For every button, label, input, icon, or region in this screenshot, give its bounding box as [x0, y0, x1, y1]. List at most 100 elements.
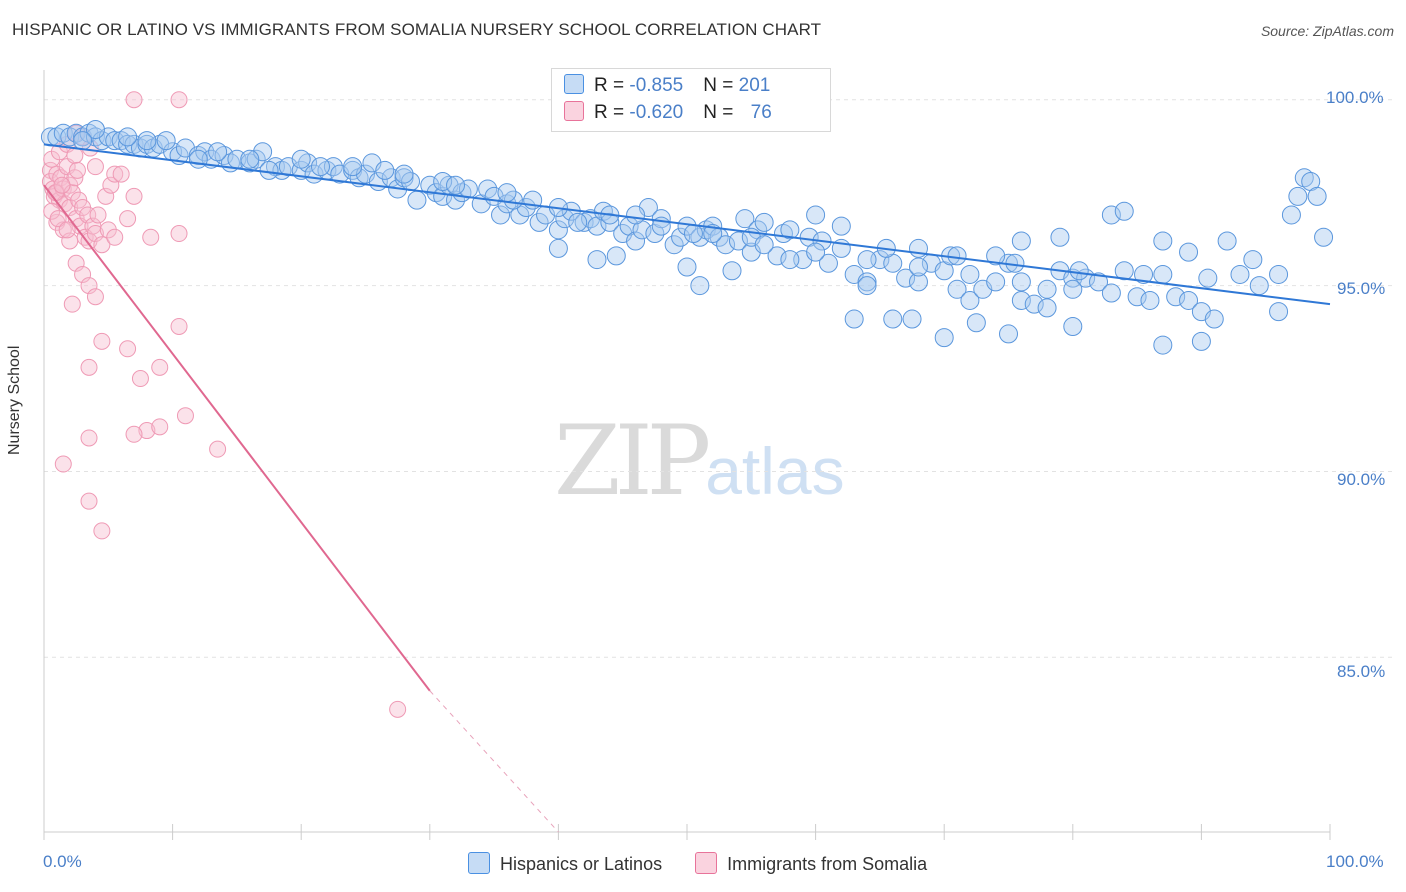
- hispanic-point: [626, 205, 646, 225]
- somalia-point: [67, 124, 85, 142]
- hispanic-point: [497, 183, 517, 203]
- somalia-point: [106, 165, 124, 183]
- hispanic-point: [1140, 290, 1160, 310]
- hispanic-point: [857, 276, 877, 296]
- stats-row-somalia: R = -0.620 N = 76: [564, 100, 772, 126]
- axes: [43, 70, 1331, 840]
- hispanic-point: [548, 238, 568, 258]
- legend-item-somalia[interactable]: Immigrants from Somalia: [695, 852, 927, 875]
- hispanic-point: [85, 119, 105, 139]
- hispanic-point: [343, 157, 363, 177]
- somalia-point: [79, 206, 97, 224]
- hispanic-point: [844, 309, 864, 329]
- hispanic-point: [240, 149, 260, 169]
- hispanic-point: [966, 313, 986, 333]
- hispanic-point: [1037, 298, 1057, 318]
- hispanic-point: [1204, 309, 1224, 329]
- hispanic-point: [503, 190, 523, 210]
- r-label: R =: [594, 75, 630, 96]
- r-value: -0.855: [629, 75, 684, 96]
- somalia-point: [125, 425, 143, 443]
- n-label: N =: [703, 102, 739, 123]
- hispanic-point: [716, 235, 736, 255]
- hispanic-point: [246, 149, 266, 169]
- somalia-trend-line: [43, 184, 431, 692]
- hispanic-point: [1179, 290, 1199, 310]
- hispanic-point: [433, 186, 453, 206]
- somalia-trend-extension: [429, 690, 559, 833]
- hispanic-point: [1307, 186, 1327, 206]
- legend-label-hispanic: Hispanics or Latinos: [500, 854, 663, 874]
- hispanic-point: [375, 160, 395, 180]
- n-value: 201: [738, 75, 771, 96]
- hispanic-point: [651, 209, 671, 229]
- hispanic-point: [105, 131, 125, 151]
- hispanic-point: [754, 212, 774, 232]
- hispanic-point: [478, 179, 498, 199]
- legend: Hispanics or Latinos Immigrants from Som…: [468, 852, 955, 875]
- hispanic-point: [606, 246, 626, 266]
- legend-label-somalia: Immigrants from Somalia: [727, 854, 928, 874]
- hispanic-point: [677, 257, 697, 277]
- y-axis-label: Nursery School: [6, 345, 23, 455]
- hispanic-point: [703, 224, 723, 244]
- hispanic-point: [1314, 227, 1334, 247]
- hispanic-point: [407, 190, 427, 210]
- hispanic-point: [722, 261, 742, 281]
- hispanic-point: [548, 220, 568, 240]
- somalia-point: [125, 187, 143, 205]
- somalia-point: [151, 418, 169, 436]
- hispanic-point: [1050, 227, 1070, 247]
- r-label: R =: [594, 102, 630, 123]
- hispanic-point: [420, 175, 440, 195]
- x-tick-label-0: 0.0%: [43, 852, 82, 871]
- somalia-point: [93, 332, 111, 350]
- hispanic-point: [1114, 261, 1134, 281]
- y-tick-label-95: 95.0%: [1337, 279, 1386, 298]
- somalia-point: [170, 91, 188, 109]
- hispanic-point: [394, 164, 414, 184]
- hispanic-trend-line: [43, 143, 1331, 306]
- hispanic-point: [1101, 283, 1121, 303]
- hispanic-point: [298, 153, 318, 173]
- somalia-point: [66, 146, 84, 164]
- hispanic-point: [118, 127, 138, 147]
- hispanic-point: [818, 253, 838, 273]
- hispanic-point: [690, 227, 710, 247]
- somalia-point: [119, 340, 137, 358]
- hispanic-point: [1243, 250, 1263, 270]
- hispanic-point: [310, 157, 330, 177]
- hispanic-point: [1230, 264, 1250, 284]
- hispanic-point: [1011, 272, 1031, 292]
- somalia-point: [93, 236, 111, 254]
- hispanic-point: [831, 216, 851, 236]
- hispanic-point: [908, 272, 928, 292]
- somalia-point: [138, 422, 156, 440]
- chart-source: Source: ZipAtlas.com: [1260, 23, 1394, 39]
- y-tick-label-85: 85.0%: [1337, 662, 1386, 681]
- hispanic-point: [754, 235, 774, 255]
- hispanic-point: [1063, 316, 1083, 336]
- pink-swatch: [564, 101, 584, 121]
- hispanic-point: [683, 224, 703, 244]
- x-tick-label-100: 100.0%: [1326, 852, 1384, 871]
- chart-title: HISPANIC OR LATINO VS IMMIGRANTS FROM SO…: [12, 20, 822, 39]
- hispanic-point: [1134, 264, 1154, 284]
- hispanic-point: [188, 149, 208, 169]
- somalia-point: [80, 492, 98, 510]
- hispanic-point: [773, 224, 793, 244]
- hispanic-point: [806, 205, 826, 225]
- legend-item-hispanic[interactable]: Hispanics or Latinos: [468, 852, 662, 875]
- hispanic-points: [40, 119, 1334, 355]
- somalia-point: [54, 455, 72, 473]
- n-value: 76: [750, 102, 772, 123]
- somalia-point: [389, 700, 407, 718]
- hispanic-point: [735, 209, 755, 229]
- hispanic-point: [1166, 287, 1186, 307]
- somalia-point: [112, 165, 130, 183]
- somalia-point: [86, 158, 104, 176]
- hispanic-point: [767, 246, 787, 266]
- hispanic-point: [1037, 279, 1057, 299]
- somalia-point: [49, 210, 67, 228]
- hispanic-point: [156, 131, 176, 151]
